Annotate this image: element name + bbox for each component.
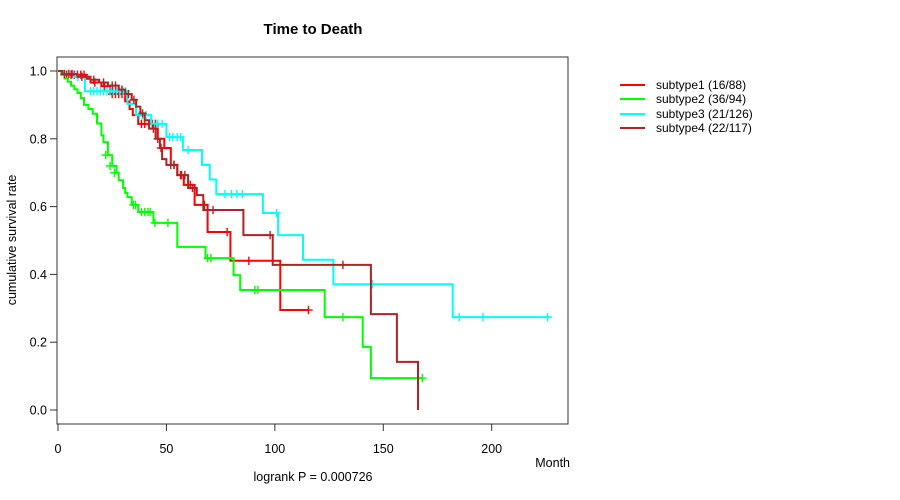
- legend-item-subtype1: subtype1 (16/88): [620, 78, 753, 92]
- survival-curve-subtype1: [58, 70, 313, 315]
- censor-marks-subtype4: [60, 69, 348, 270]
- curve-path-subtype4: [58, 70, 419, 410]
- y-tick-label: 1.0: [30, 65, 47, 79]
- legend-label: subtype3 (21/126): [656, 106, 753, 121]
- y-tick-label: 0.8: [30, 132, 47, 146]
- axes: 0 50 100 150 200 0.0 0.2 0.4 0.6 0.8 1.0: [30, 56, 569, 456]
- x-tick-label: 200: [481, 442, 502, 456]
- y-axis-title: cumulative survival rate: [5, 175, 19, 306]
- x-tick-label: 50: [159, 442, 173, 456]
- legend-line-swatch: [620, 98, 645, 101]
- legend-line-swatch: [620, 127, 645, 130]
- survival-curve-subtype2: [58, 70, 427, 383]
- y-tick-label: 0.6: [30, 200, 47, 214]
- curve-path-subtype3: [58, 70, 551, 319]
- y-tick-label: 0.0: [30, 404, 47, 418]
- legend-label: subtype4 (22/117): [656, 120, 752, 135]
- censor-marks-subtype2: [101, 150, 427, 383]
- survival-curve-subtype3: [58, 69, 552, 322]
- logrank-p-text: logrank P = 0.000726: [254, 470, 373, 484]
- chart-title: Time to Death: [264, 21, 363, 38]
- legend: subtype1 (16/88) subtype2 (36/94) subtype3…: [620, 78, 753, 135]
- legend-item-subtype2: subtype2 (36/94): [620, 92, 753, 106]
- x-tick-label: 100: [264, 442, 285, 456]
- curve-path-subtype2: [58, 70, 423, 380]
- curve-path-subtype1: [58, 70, 309, 311]
- y-tick-label: 0.2: [30, 336, 47, 350]
- x-axis-title: Month: [535, 456, 570, 470]
- y-tick-label: 0.4: [30, 268, 47, 282]
- legend-line-swatch: [620, 112, 645, 115]
- legend-line-swatch: [620, 84, 645, 87]
- legend-label: subtype1 (16/88): [656, 78, 747, 92]
- legend-item-subtype3: subtype3 (21/126): [620, 107, 753, 121]
- censor-marks-subtype1: [62, 70, 313, 315]
- plot-border: [56, 56, 569, 425]
- x-tick-label: 0: [55, 442, 62, 456]
- x-tick-label: 150: [373, 442, 394, 456]
- legend-label: subtype2 (36/94): [656, 92, 747, 107]
- legend-item-subtype4: subtype4 (22/117): [620, 121, 753, 135]
- survival-curves: [58, 69, 552, 410]
- survival-curve-subtype4: [58, 69, 419, 410]
